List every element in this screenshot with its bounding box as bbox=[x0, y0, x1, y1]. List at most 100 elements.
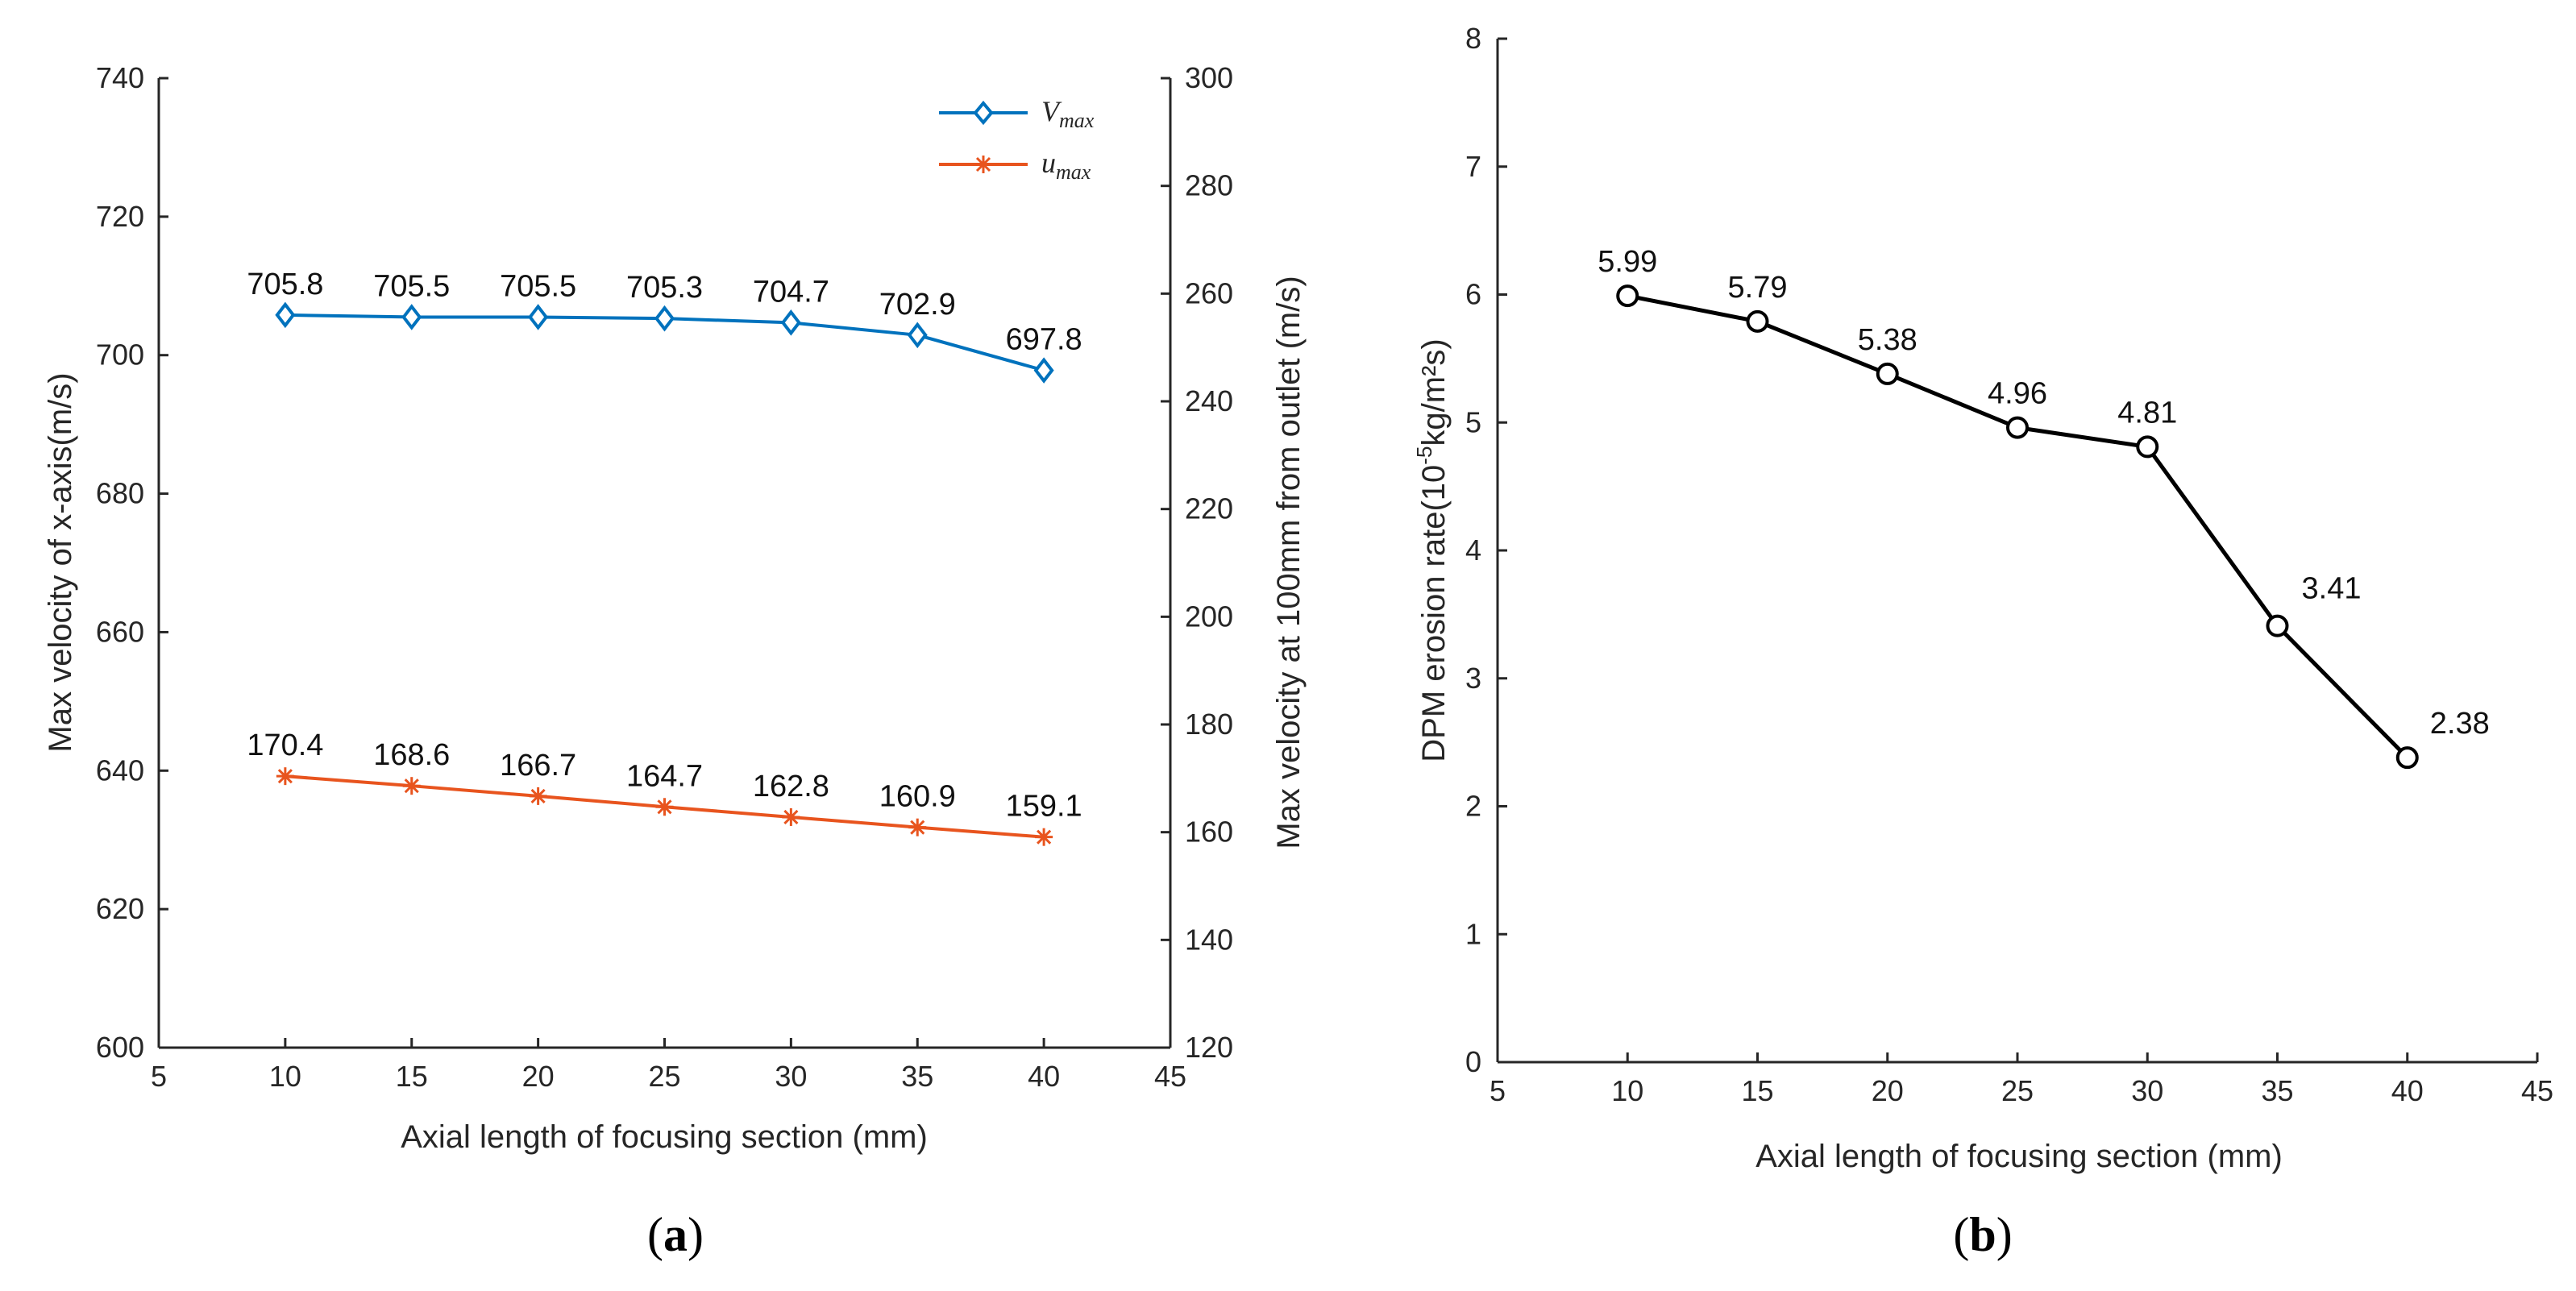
chart-a-ytick-label: 700 bbox=[96, 338, 144, 372]
chart-a-ytick-right-label: 140 bbox=[1185, 923, 1233, 956]
chart-a-xlabel: Axial length of focusing section (mm) bbox=[401, 1119, 928, 1155]
series-erosion-data-label: 4.81 bbox=[2117, 396, 2177, 430]
chart-b-xlabel: Axial length of focusing section (mm) bbox=[1755, 1139, 2283, 1174]
chart-a-ytick-right-label: 220 bbox=[1185, 492, 1233, 525]
series-u_max-data-label: 159.1 bbox=[1006, 790, 1082, 824]
chart-b-series: 5.99 5.79 5.38 4.96 4.81 3.41 2.38 bbox=[1598, 245, 2490, 770]
series-u_max-point bbox=[529, 787, 547, 805]
chart-b-xtick-label: 15 bbox=[1741, 1074, 1773, 1107]
chart-a-ytick-right-label: 240 bbox=[1185, 384, 1233, 417]
series-erosion-point bbox=[2266, 614, 2289, 637]
series-V_max-point bbox=[780, 309, 801, 336]
chart-a-ytick-right-label: 180 bbox=[1185, 708, 1233, 741]
chart-a-ytick-label: 660 bbox=[96, 615, 144, 648]
chart-b-ytick-label: 4 bbox=[1465, 533, 1481, 567]
series-erosion-data-label: 2.38 bbox=[2430, 707, 2490, 741]
series-u_max-data-label: 170.4 bbox=[247, 729, 323, 762]
series-u_max-data-label: 160.9 bbox=[879, 780, 956, 814]
series-u_max-data-label: 164.7 bbox=[626, 759, 703, 793]
chart-a-ytick-label: 720 bbox=[96, 200, 144, 233]
chart-a-axes bbox=[157, 78, 1172, 1049]
series-u_max-point bbox=[908, 818, 927, 836]
series-erosion-data-label: 4.96 bbox=[1988, 377, 2047, 411]
chart-b-xtick-label: 40 bbox=[2391, 1074, 2424, 1107]
series-V_max-point bbox=[528, 304, 549, 330]
series-V_max-point bbox=[1033, 357, 1054, 384]
series-u_max-point bbox=[402, 777, 421, 795]
chart-b-ytick-label: 1 bbox=[1465, 917, 1481, 950]
series-V_max-data-label: 705.5 bbox=[373, 269, 450, 303]
series-erosion-point bbox=[2006, 416, 2029, 439]
chart-a-ytick-right-label: 160 bbox=[1185, 816, 1233, 849]
series-erosion-point bbox=[2136, 435, 2159, 459]
series-V_max-point bbox=[907, 322, 928, 349]
series-erosion-data-label: 3.41 bbox=[2302, 572, 2362, 606]
chart-a-series: 705.8 705.5 705.5 705.3 704.7 702.9 697.8 170.4… bbox=[247, 268, 1082, 846]
series-V_max-data-label: 702.9 bbox=[879, 288, 956, 322]
series-V_max-point bbox=[275, 301, 296, 329]
chart-a-ytick-label: 620 bbox=[96, 892, 144, 925]
chart-b-ytick-label: 6 bbox=[1465, 278, 1481, 311]
series-erosion-data-label: 5.99 bbox=[1598, 245, 1657, 279]
legend-umax-text: umax bbox=[1041, 147, 1091, 184]
chart-a-ytick-label: 640 bbox=[96, 753, 144, 787]
chart-a-xtick-label: 30 bbox=[775, 1060, 807, 1093]
panel-b-caption: (b) bbox=[1953, 1208, 2012, 1261]
series-u_max-point bbox=[1035, 828, 1053, 846]
legend-vmax-marker bbox=[973, 100, 994, 126]
chart-a-ytick-label: 740 bbox=[96, 61, 144, 94]
chart-a-legend: Vmax umax bbox=[939, 95, 1095, 184]
series-u_max-data-label: 166.7 bbox=[500, 749, 576, 782]
series-erosion-point bbox=[1746, 309, 1769, 333]
series-u_max-point bbox=[655, 798, 674, 816]
series-V_max-point bbox=[654, 305, 675, 332]
chart-a-ytick-right-label: 120 bbox=[1185, 1031, 1233, 1064]
legend-vmax-text: Vmax bbox=[1041, 95, 1095, 132]
chart-a-xtick-label: 40 bbox=[1028, 1060, 1060, 1093]
chart-a-ylabel-right: Max velocity at 100mm from outlet (m/s) bbox=[1271, 276, 1307, 849]
chart-b-ytick-label: 0 bbox=[1465, 1045, 1481, 1078]
chart-a-xtick-label: 35 bbox=[901, 1060, 933, 1093]
chart-a-xtick-label: 15 bbox=[396, 1060, 428, 1093]
chart-b-ytick-label: 7 bbox=[1465, 150, 1481, 183]
chart-a-xtick-label: 5 bbox=[151, 1060, 167, 1093]
chart-a-ytick-right-label: 260 bbox=[1185, 276, 1233, 309]
series-V_max-data-label: 705.8 bbox=[247, 268, 323, 301]
panel-a-caption: (a) bbox=[647, 1208, 704, 1261]
chart-a-ytick-right-label: 300 bbox=[1185, 61, 1233, 94]
chart-b-ytick-label: 3 bbox=[1465, 662, 1481, 695]
chart-b-xtick-label: 45 bbox=[2521, 1074, 2553, 1107]
series-V_max-data-label: 705.5 bbox=[500, 269, 576, 303]
series-V_max-point bbox=[401, 304, 422, 330]
series-u_max-point bbox=[782, 807, 800, 826]
chart-b-axes bbox=[1496, 39, 2537, 1064]
chart-a-xtick-label: 20 bbox=[522, 1060, 555, 1093]
series-u_max-data-label: 168.6 bbox=[373, 738, 450, 772]
series-erosion-data-label: 5.38 bbox=[1858, 323, 1917, 357]
chart-b-xtick-label: 25 bbox=[2001, 1074, 2034, 1107]
chart-b-xtick-label: 10 bbox=[1611, 1074, 1643, 1107]
chart-a-xtick-label: 25 bbox=[648, 1060, 680, 1093]
series-V_max-data-label: 704.7 bbox=[753, 275, 829, 309]
series-u_max-data-label: 162.8 bbox=[753, 770, 829, 803]
chart-a-ytick-right-label: 280 bbox=[1185, 169, 1233, 202]
chart-b-ytick-label: 5 bbox=[1465, 405, 1481, 438]
chart-a-ytick-right-label: 200 bbox=[1185, 600, 1233, 633]
series-erosion-line bbox=[1627, 293, 2409, 759]
chart-b-ytick-label: 8 bbox=[1465, 22, 1481, 55]
legend-umax-marker bbox=[974, 156, 992, 173]
chart-a-ytick-label: 680 bbox=[96, 477, 144, 510]
series-u_max-point bbox=[276, 767, 294, 786]
chart-a-xtick-label: 45 bbox=[1154, 1060, 1186, 1093]
series-erosion-data-label: 5.79 bbox=[1728, 271, 1788, 305]
chart-b-xtick-label: 20 bbox=[1872, 1074, 1904, 1107]
chart-b-xtick-label: 5 bbox=[1490, 1074, 1506, 1107]
chart-b-ylabel: DPM erosion rate(10-5kg/m²s) bbox=[1412, 338, 1452, 762]
chart-b-ytick-label: 2 bbox=[1465, 790, 1481, 823]
chart-a-xtick-label: 10 bbox=[269, 1060, 301, 1093]
series-erosion-point bbox=[2395, 746, 2419, 770]
chart-b-xtick-label: 30 bbox=[2131, 1074, 2163, 1107]
chart-b-xtick-label: 35 bbox=[2261, 1074, 2293, 1107]
